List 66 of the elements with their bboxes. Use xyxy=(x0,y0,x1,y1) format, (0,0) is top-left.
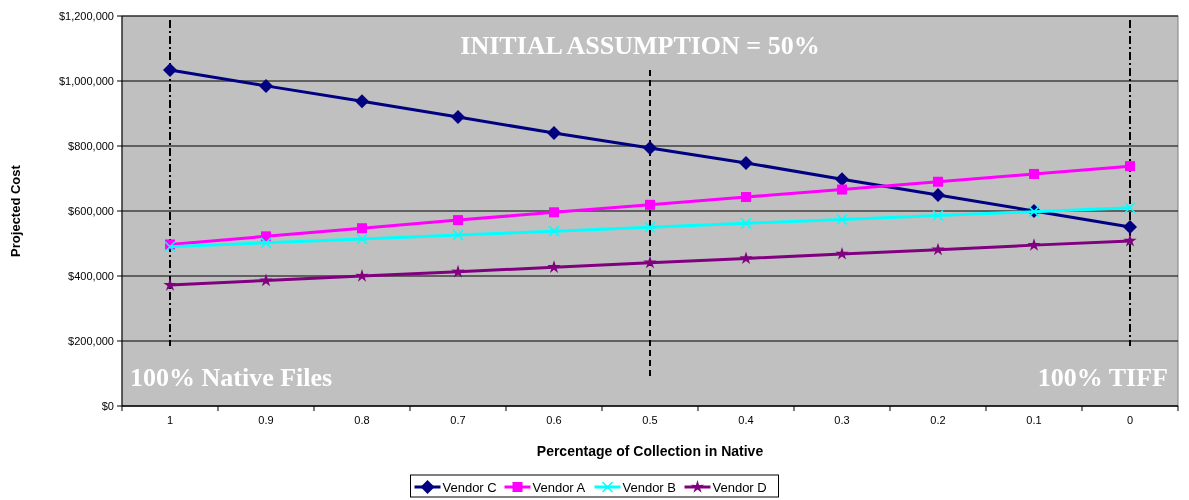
point xyxy=(549,207,559,218)
point xyxy=(355,94,369,109)
point xyxy=(547,126,561,140)
x-tick-label: 0.1 xyxy=(1026,414,1042,426)
point xyxy=(452,229,464,241)
x-tick-label: 0.4 xyxy=(738,414,754,426)
y-tick-label: $600,000 xyxy=(68,204,114,217)
point xyxy=(259,273,273,287)
point xyxy=(835,172,849,187)
point xyxy=(163,62,177,77)
point xyxy=(933,176,943,187)
point xyxy=(1123,219,1137,234)
point xyxy=(357,223,367,234)
point xyxy=(1123,233,1137,247)
y-axis-title: Projected Cost xyxy=(8,164,23,257)
point xyxy=(644,221,656,233)
point xyxy=(931,188,945,203)
point xyxy=(836,213,848,226)
point xyxy=(355,269,369,282)
x-tick-label: 0.7 xyxy=(450,414,466,426)
point xyxy=(1125,161,1135,172)
y-tick-label: $1,000,000 xyxy=(58,74,114,87)
ref-line-label: 100% TIFF xyxy=(1037,363,1168,392)
point xyxy=(1124,202,1136,214)
point xyxy=(740,217,752,230)
y-tick-label: $0 xyxy=(101,399,114,412)
point xyxy=(835,246,849,260)
x-tick-label: 0.5 xyxy=(642,414,658,426)
point xyxy=(163,278,177,291)
point xyxy=(931,242,945,256)
legend-label: Vendor B xyxy=(622,479,676,495)
point xyxy=(643,255,657,269)
point xyxy=(1029,168,1039,179)
point xyxy=(453,215,463,226)
point xyxy=(739,155,753,170)
ref-line-label: INITIAL ASSUMPTION = 50% xyxy=(460,31,820,60)
x-tick-label: 1 xyxy=(166,414,174,426)
legend-label: Vendor C xyxy=(442,479,497,495)
x-axis-title: Percentage of Collection in Native xyxy=(536,443,764,459)
legend-label: Vendor D xyxy=(712,479,767,495)
y-tick-label: $1,200,000 xyxy=(58,9,114,22)
point xyxy=(260,237,272,249)
x-tick-label: 0.9 xyxy=(258,414,274,426)
point xyxy=(259,78,273,93)
ref-line-label: 100% Native Files xyxy=(130,363,333,392)
y-tick-label: $400,000 xyxy=(68,269,114,282)
point xyxy=(643,140,657,155)
point xyxy=(739,251,753,265)
point xyxy=(741,192,751,203)
point xyxy=(645,199,655,210)
point xyxy=(548,225,560,237)
x-tick-label: 0.2 xyxy=(930,414,946,426)
point xyxy=(1027,238,1041,251)
x-tick-label: 0.6 xyxy=(546,414,562,426)
point xyxy=(451,264,465,278)
point xyxy=(451,110,465,125)
point xyxy=(837,184,847,195)
x-tick-label: 0.3 xyxy=(834,414,850,426)
x-tick-label: 0.8 xyxy=(354,414,370,426)
point xyxy=(547,260,561,273)
point xyxy=(356,233,368,245)
point xyxy=(932,209,944,222)
x-tick-label: 0 xyxy=(1126,414,1134,426)
y-tick-label: $800,000 xyxy=(68,139,114,152)
legend-label: Vendor A xyxy=(532,479,586,495)
y-tick-label: $200,000 xyxy=(68,334,114,347)
